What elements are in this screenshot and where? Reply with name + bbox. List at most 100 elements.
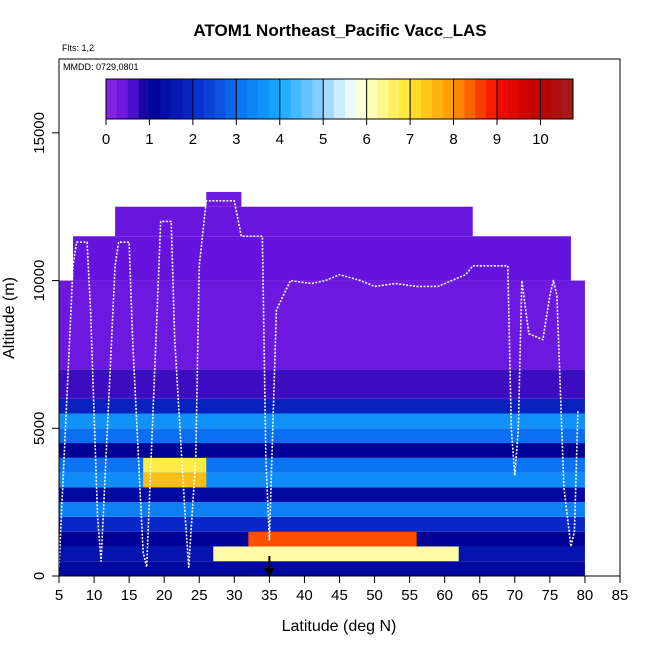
colorbar-segment <box>355 79 368 119</box>
latitude-marker-arrow <box>264 556 275 577</box>
colorbar-segment <box>182 79 194 119</box>
colorbar-segment <box>334 79 346 119</box>
y-tick-label-5000: 5000 <box>31 412 48 445</box>
colorbar-segment <box>551 79 563 119</box>
colorbar-segment <box>410 79 422 119</box>
colorbar-tick-label-3: 3 <box>232 131 240 148</box>
x-tick-label-85: 85 <box>612 587 629 604</box>
colorbar-segment <box>442 79 455 119</box>
x-tick-label-55: 55 <box>401 587 418 604</box>
x-tick-label-60: 60 <box>436 587 453 604</box>
colorbar-segment <box>562 79 574 119</box>
curtain-cells <box>59 191 585 576</box>
curtain-band-12 <box>59 443 585 458</box>
colorbar-segment <box>366 79 379 119</box>
flights-annotation: Flts: 1,2 <box>62 43 94 53</box>
x-axis: 5 10 15 20 25 30 35 40 45 50 55 60 65 70 75 80 85 <box>55 576 629 604</box>
colorbar-segment <box>486 79 498 119</box>
curtain-band-10 <box>59 457 585 473</box>
colorbar-tick-label-6: 6 <box>362 131 370 148</box>
colorbar-segment <box>377 79 389 119</box>
colorbar-tick-label-8: 8 <box>449 131 457 148</box>
colorbar-segment <box>247 79 259 119</box>
curtain-band-8 <box>59 472 585 488</box>
colorbar-segment <box>138 79 150 119</box>
curtain-band-4 <box>248 531 417 547</box>
colorbar-segment <box>301 79 313 119</box>
flight-track <box>58 200 579 568</box>
x-tick-label-10: 10 <box>86 587 103 604</box>
colorbar-segment <box>106 79 118 119</box>
colorbar-tick-label-4: 4 <box>276 131 284 148</box>
x-tick-label-65: 65 <box>471 587 488 604</box>
colorbar-tick-label-10: 10 <box>532 131 549 148</box>
y-axis: 0 5000 10000 15000 <box>31 112 59 580</box>
curtain-band-19 <box>115 206 473 237</box>
colorbar: 0 1 2 3 4 5 6 7 8 9 10 <box>102 78 574 148</box>
colorbar-segment <box>399 79 411 119</box>
colorbar-segment <box>420 79 433 119</box>
colorbar-segment <box>116 79 129 119</box>
colorbar-segment <box>475 79 487 119</box>
y-tick-label-15000: 15000 <box>31 112 48 154</box>
x-tick-label-45: 45 <box>331 587 348 604</box>
curtain-band-5 <box>59 516 585 532</box>
curtain-band-7 <box>59 487 585 503</box>
curtain-band-2 <box>213 546 459 562</box>
curtain-band-11 <box>143 457 207 473</box>
x-tick-label-80: 80 <box>577 587 594 604</box>
curtain-band-15 <box>59 398 585 414</box>
curtain-band-9 <box>143 472 207 488</box>
curtain-band-20 <box>206 191 242 207</box>
x-tick-label-20: 20 <box>156 587 173 604</box>
colorbar-tick-label-7: 7 <box>406 131 414 148</box>
colorbar-segment <box>518 79 531 119</box>
curtain-band-17 <box>59 280 585 370</box>
x-tick-label-40: 40 <box>296 587 313 604</box>
x-tick-label-5: 5 <box>55 587 63 604</box>
y-axis-title: Altitude (m) <box>1 277 18 359</box>
colorbar-segment <box>279 79 292 119</box>
colorbar-segment <box>323 79 335 119</box>
curtain-band-14 <box>59 413 585 429</box>
x-tick-label-50: 50 <box>366 587 383 604</box>
colorbar-segment <box>507 79 520 119</box>
colorbar-segment <box>160 79 172 119</box>
colorbar-segment <box>203 79 216 119</box>
colorbar-segment <box>496 79 509 119</box>
dates-annotation: MMDD: 0729,0801 <box>63 62 139 72</box>
colorbar-segment <box>236 79 248 119</box>
colorbar-tick-label-1: 1 <box>145 131 153 148</box>
colorbar-segment <box>171 79 183 119</box>
curtain-band-6 <box>59 502 585 517</box>
colorbar-segment <box>344 79 357 119</box>
flight-track-line <box>58 200 579 568</box>
x-tick-label-35: 35 <box>261 587 278 604</box>
colorbar-segment <box>290 79 302 119</box>
colorbar-tick-label-5: 5 <box>319 131 327 148</box>
y-tick-label-0: 0 <box>31 572 48 580</box>
colorbar-segment <box>312 79 324 119</box>
x-tick-label-75: 75 <box>542 587 559 604</box>
colorbar-segment <box>540 79 552 119</box>
colorbar-tick-label-9: 9 <box>493 131 501 148</box>
colorbar-segment <box>192 79 205 119</box>
plot-area <box>58 191 585 576</box>
x-tick-label-70: 70 <box>506 587 523 604</box>
colorbar-segment <box>149 79 161 119</box>
colorbar-segment <box>388 79 400 119</box>
x-axis-title: Latitude (deg N) <box>282 618 397 635</box>
x-tick-label-25: 25 <box>191 587 208 604</box>
chart-title: ATOM1 Northeast_Pacific Vacc_LAS <box>193 21 486 40</box>
colorbar-tick-label-0: 0 <box>102 131 110 148</box>
x-tick-label-15: 15 <box>121 587 138 604</box>
colorbar-tick-label-2: 2 <box>189 131 197 148</box>
x-tick-label-30: 30 <box>226 587 243 604</box>
curtain-band-18 <box>73 236 571 281</box>
colorbar-segment <box>453 79 465 119</box>
colorbar-segment <box>464 79 476 119</box>
colorbar-segment <box>268 79 281 119</box>
colorbar-segment <box>431 79 444 119</box>
colorbar-segment <box>127 79 140 119</box>
